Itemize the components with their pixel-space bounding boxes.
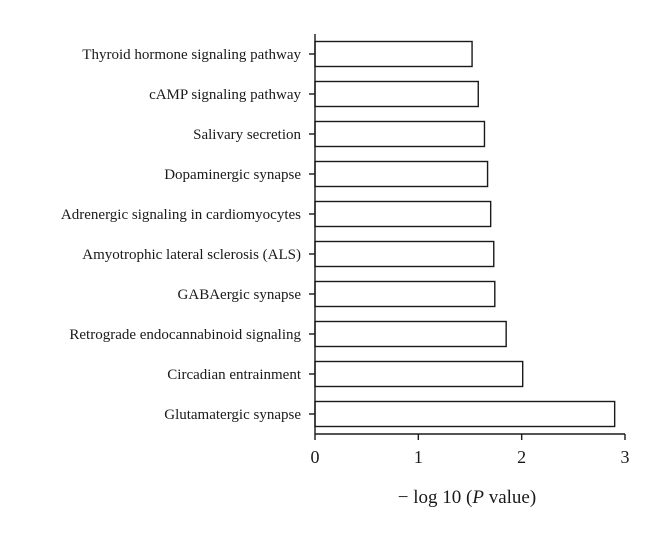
x-axis-title: − log 10 (P value) — [398, 487, 536, 508]
bar — [314, 280, 496, 308]
x-axis: 0 1 2 3 — [311, 433, 630, 467]
x-tick-label: 2 — [517, 447, 526, 467]
x-axis-title-italic: P — [471, 487, 484, 508]
bar — [314, 240, 495, 268]
bar — [314, 40, 473, 68]
category-label: Amyotrophic lateral sclerosis (ALS) — [82, 247, 301, 263]
category-label: Dopaminergic synapse — [164, 167, 301, 183]
category-label: GABAergic synapse — [178, 287, 302, 303]
x-tick-label: 3 — [621, 447, 630, 467]
bar — [314, 320, 507, 348]
category-label: Retrograde endocannabinoid signaling — [69, 327, 301, 343]
bar — [314, 120, 486, 148]
category-label: cAMP signaling pathway — [149, 87, 301, 103]
x-axis-title-prefix: − log 10 ( — [398, 487, 473, 508]
x-tick-label: 0 — [311, 447, 320, 467]
bar — [314, 400, 616, 428]
bar — [314, 80, 479, 108]
category-label: Adrenergic signaling in cardiomyocytes — [61, 207, 301, 223]
bars-layer — [314, 40, 616, 428]
category-label: Glutamatergic synapse — [164, 407, 301, 423]
bar — [314, 360, 524, 388]
category-label: Thyroid hormone signaling pathway — [82, 47, 301, 63]
category-label: Salivary secretion — [193, 127, 301, 143]
y-axis: Thyroid hormone signaling pathway cAMP si… — [61, 34, 316, 434]
bar — [314, 200, 492, 228]
x-axis-title-suffix: value) — [484, 487, 536, 508]
bar — [314, 160, 489, 188]
category-label: Circadian entrainment — [167, 367, 302, 383]
x-tick-label: 1 — [414, 447, 423, 467]
